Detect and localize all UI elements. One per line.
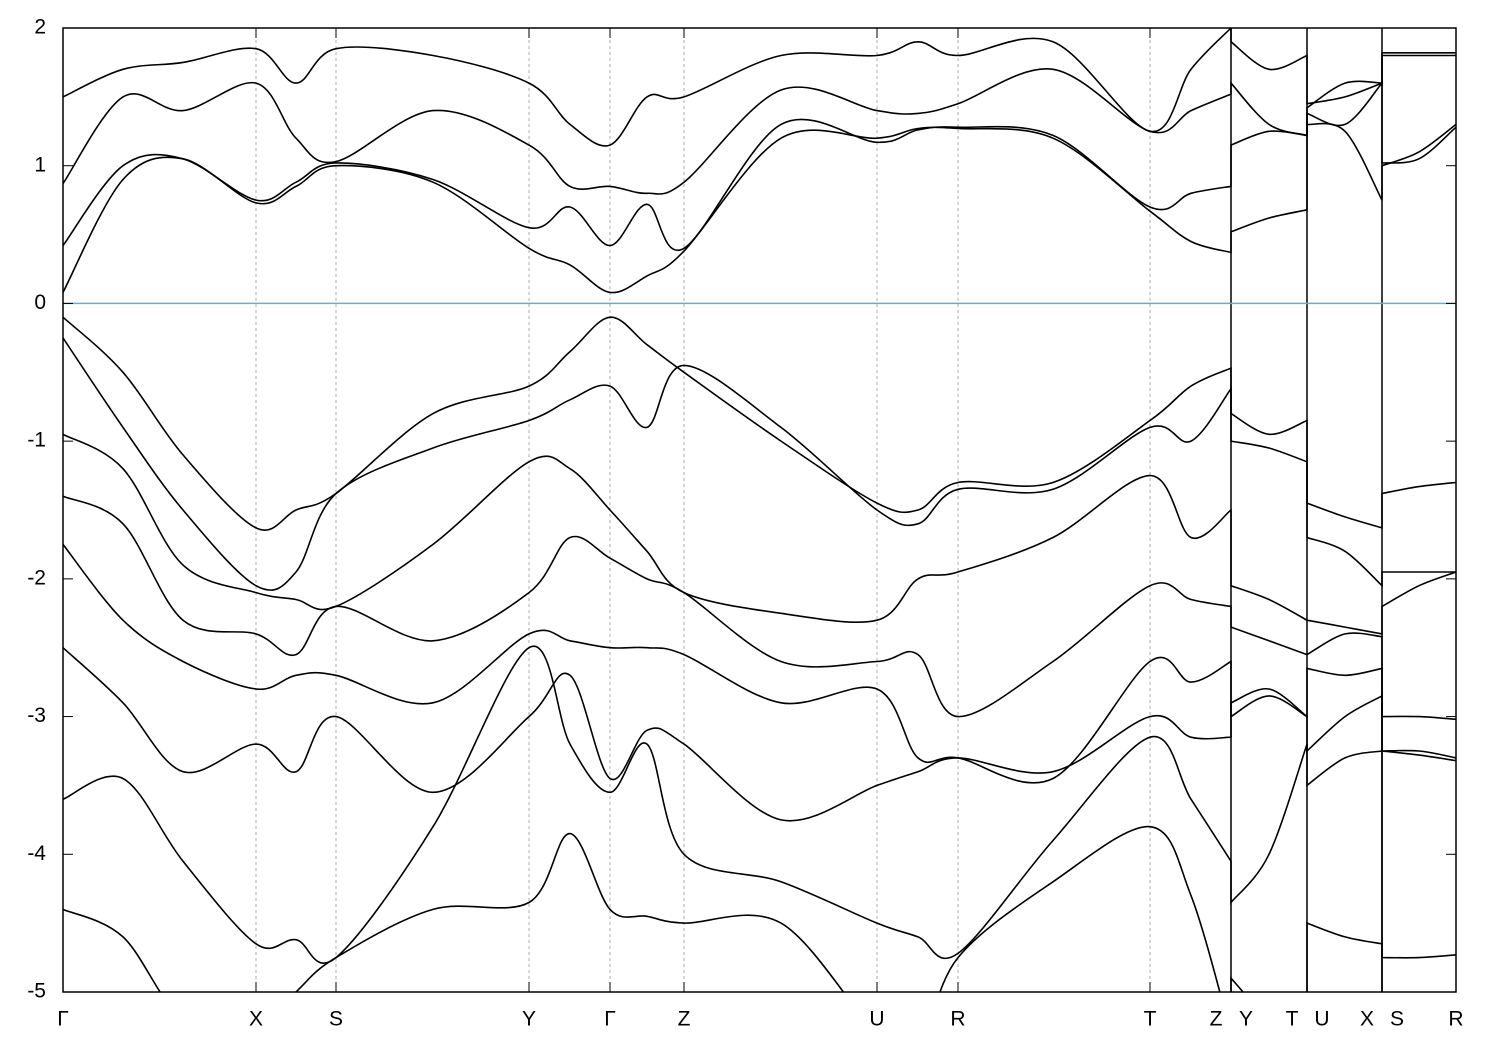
y-tick-label: -4 [27, 842, 46, 865]
y-tick-label: -5 [27, 980, 46, 1003]
band-line [63, 122, 1456, 294]
x-tick-label: X [1360, 1008, 1374, 1031]
y-tick-label: -3 [27, 704, 46, 727]
band-line [63, 825, 1383, 992]
x-tick-label: Γ [604, 1008, 616, 1031]
y-tick-label: -2 [27, 566, 46, 589]
x-tick-label: X [249, 1008, 263, 1031]
y-tick-label: 1 [34, 153, 46, 176]
plot-frame [62, 27, 1457, 993]
band-line [63, 337, 1456, 591]
x-tick-label: U [869, 1008, 884, 1031]
band-line [63, 433, 1456, 635]
band-line [63, 647, 1456, 822]
x-tick-label: S [329, 1008, 343, 1031]
y-tick-label: -1 [27, 429, 46, 452]
y-tick-label: 2 [34, 16, 46, 39]
x-tick-label: R [950, 1008, 965, 1031]
x-tick-label: Z [1210, 1008, 1223, 1031]
x-tick-label: R [1448, 1008, 1463, 1031]
x-tick-label: S [1390, 1008, 1404, 1031]
band-line [63, 316, 1456, 531]
x-tick-label: T [1286, 1008, 1299, 1031]
y-tick-label: 0 [34, 291, 46, 314]
grid [63, 28, 1456, 992]
x-tick-label: Y [522, 1008, 536, 1031]
band-line [63, 645, 1456, 964]
band-line [63, 543, 1456, 784]
band-line [63, 495, 1456, 721]
x-tick-label: T [1144, 1008, 1157, 1031]
x-tick-label: Z [678, 1008, 691, 1031]
band-line [63, 54, 1456, 195]
band-line [63, 28, 1456, 147]
bands [63, 28, 1456, 992]
x-tick-label: U [1314, 1008, 1329, 1031]
x-tick-label: Y [1239, 1008, 1253, 1031]
x-tick-label: Γ [57, 1008, 69, 1031]
